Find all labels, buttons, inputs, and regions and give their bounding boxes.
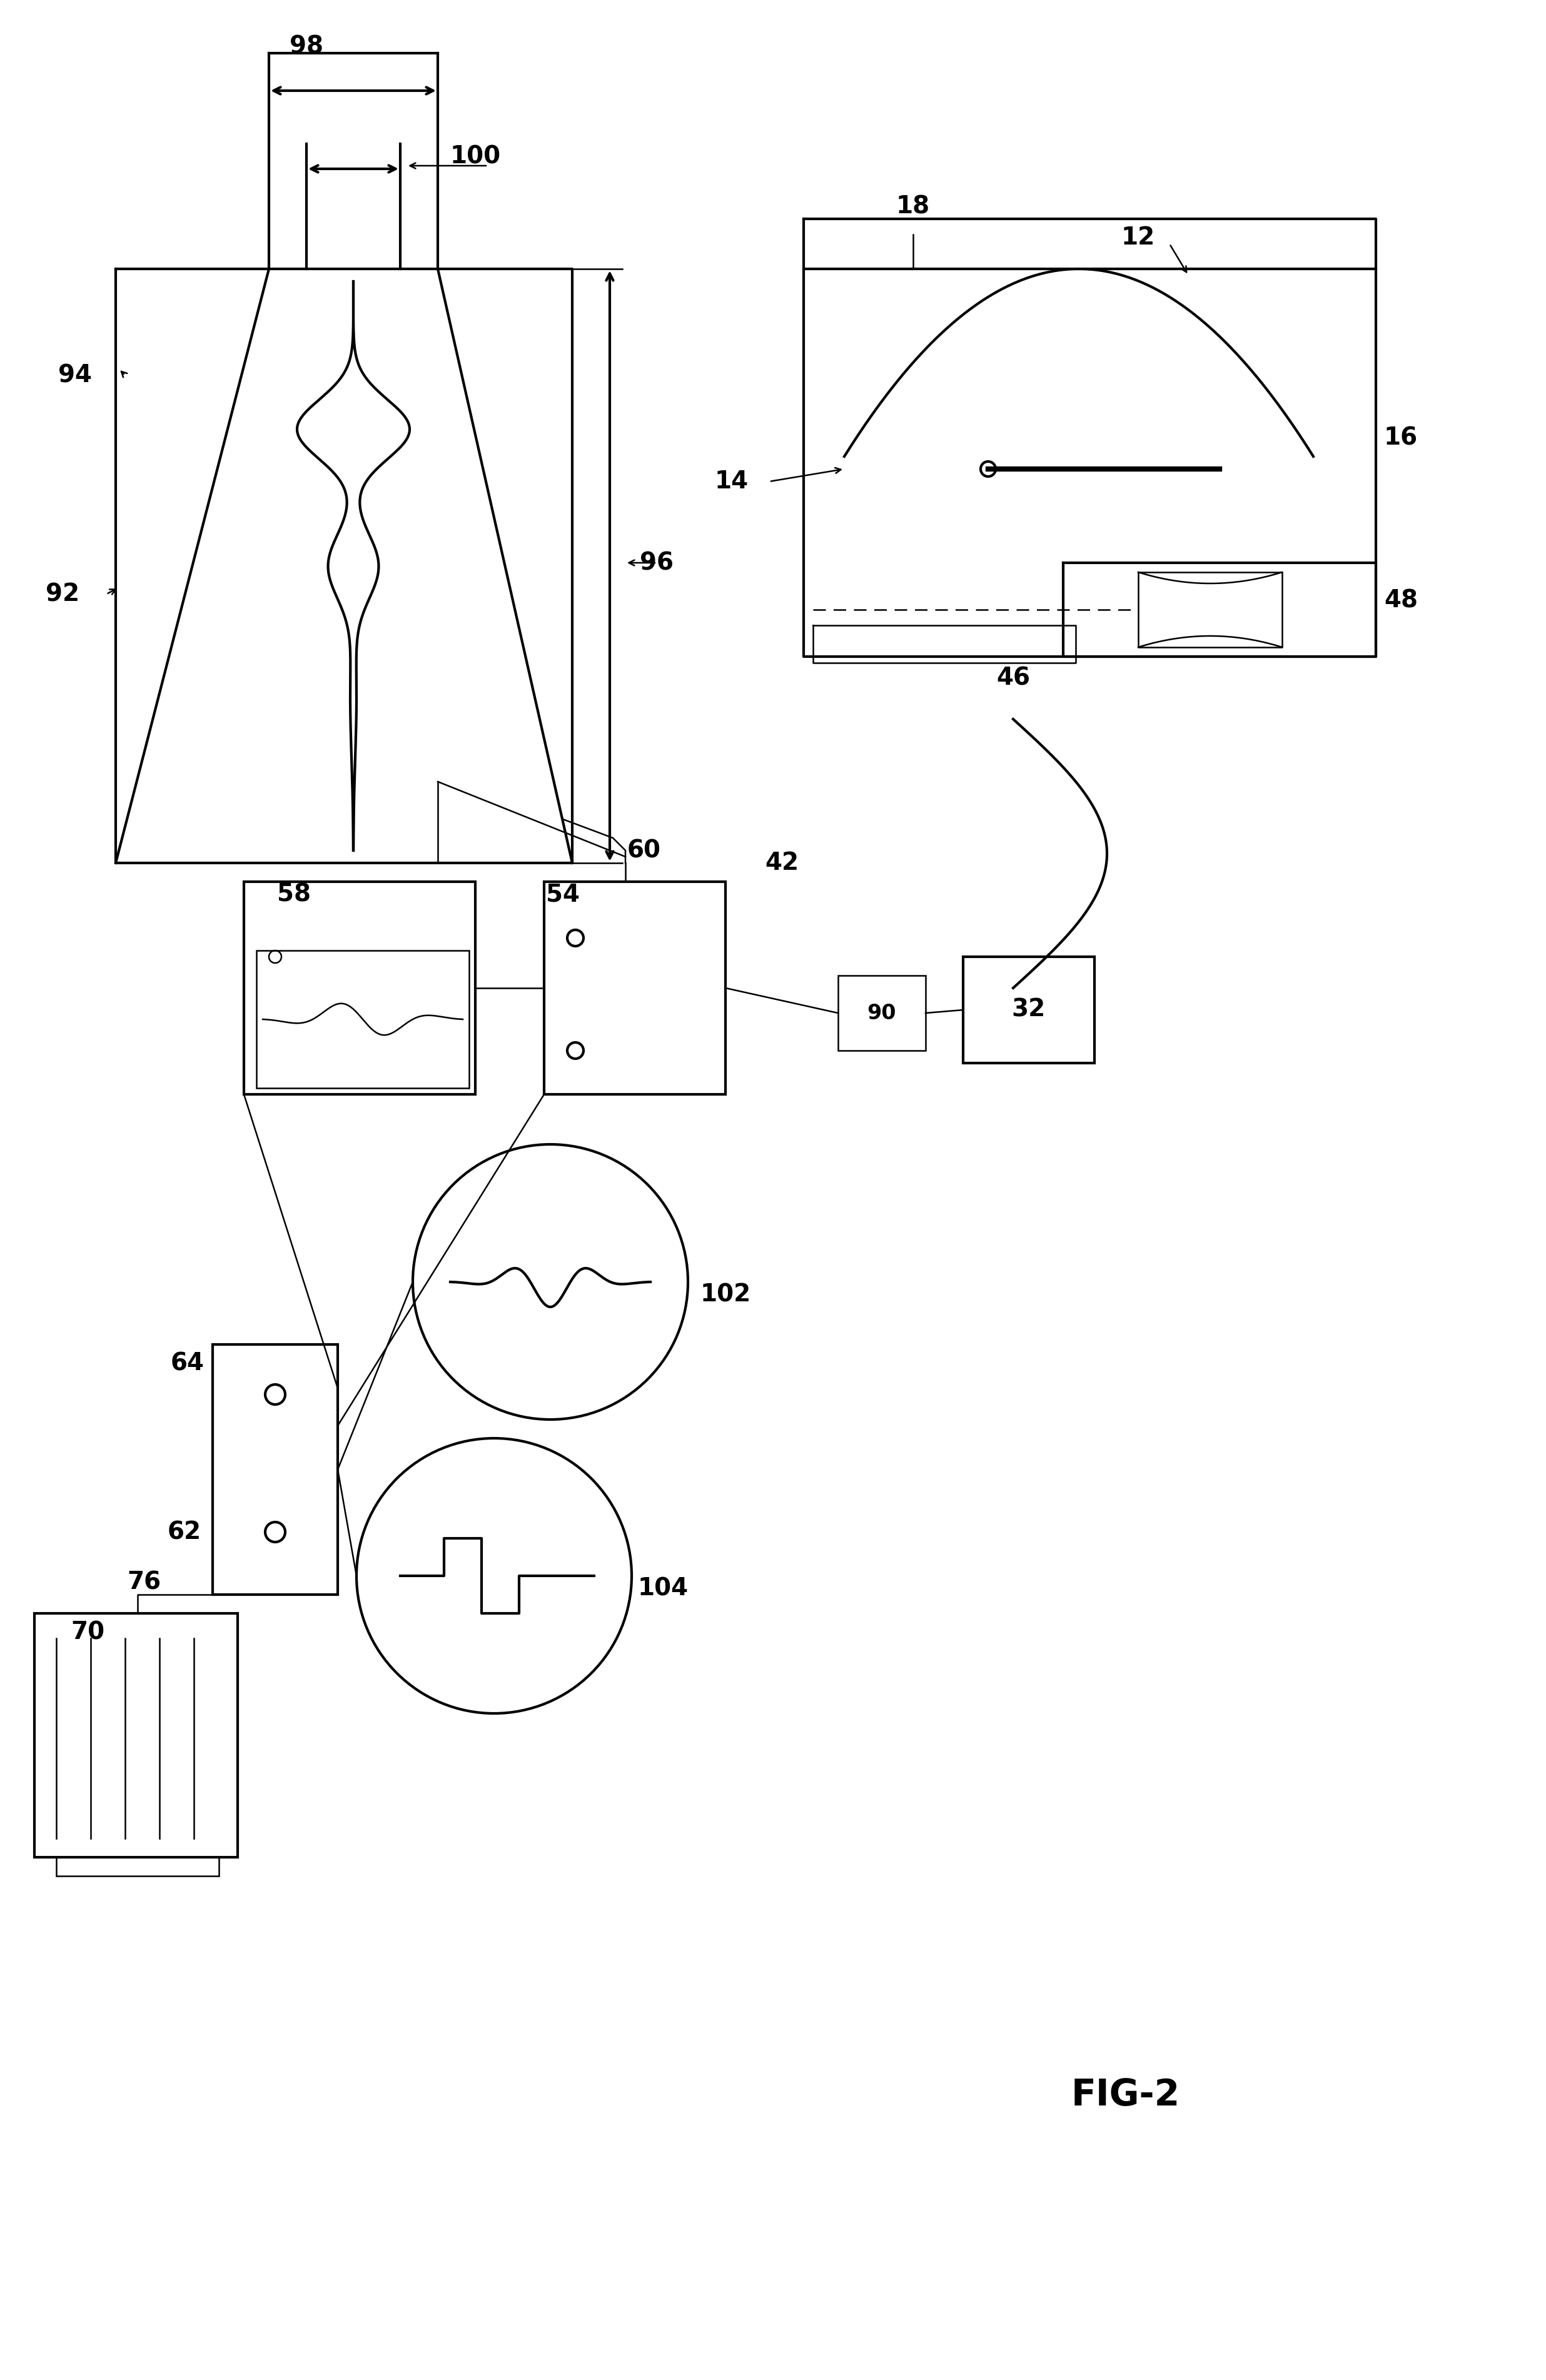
Text: 102: 102 xyxy=(700,1283,751,1307)
Text: FIG-2: FIG-2 xyxy=(1071,2078,1180,2113)
Text: 62: 62 xyxy=(167,1521,201,1545)
Text: 70: 70 xyxy=(71,1621,105,1645)
Text: 54: 54 xyxy=(546,883,580,907)
Text: 94: 94 xyxy=(59,364,91,388)
Text: 14: 14 xyxy=(714,469,748,493)
Text: 92: 92 xyxy=(46,583,79,607)
Bar xyxy=(213,1345,337,1595)
Bar xyxy=(257,950,468,1088)
Text: 46: 46 xyxy=(996,666,1030,690)
Text: 98: 98 xyxy=(289,36,323,60)
Text: 32: 32 xyxy=(1011,997,1045,1021)
Bar xyxy=(544,881,725,1095)
Text: 16: 16 xyxy=(1384,426,1418,450)
Text: 76: 76 xyxy=(127,1571,161,1595)
Bar xyxy=(244,881,475,1095)
Bar xyxy=(838,976,926,1050)
Text: 64: 64 xyxy=(170,1352,204,1376)
Text: 42: 42 xyxy=(765,852,799,876)
Bar xyxy=(963,957,1095,1064)
Bar xyxy=(34,1614,238,1856)
Text: 60: 60 xyxy=(628,838,662,862)
Text: 90: 90 xyxy=(867,1002,897,1023)
Text: 58: 58 xyxy=(277,883,311,907)
Text: 104: 104 xyxy=(637,1576,688,1599)
Text: 96: 96 xyxy=(640,550,674,574)
Bar xyxy=(56,1856,220,1875)
Text: 12: 12 xyxy=(1121,226,1155,250)
Text: 48: 48 xyxy=(1384,588,1418,612)
Text: 18: 18 xyxy=(897,195,931,219)
Text: 100: 100 xyxy=(450,145,501,169)
